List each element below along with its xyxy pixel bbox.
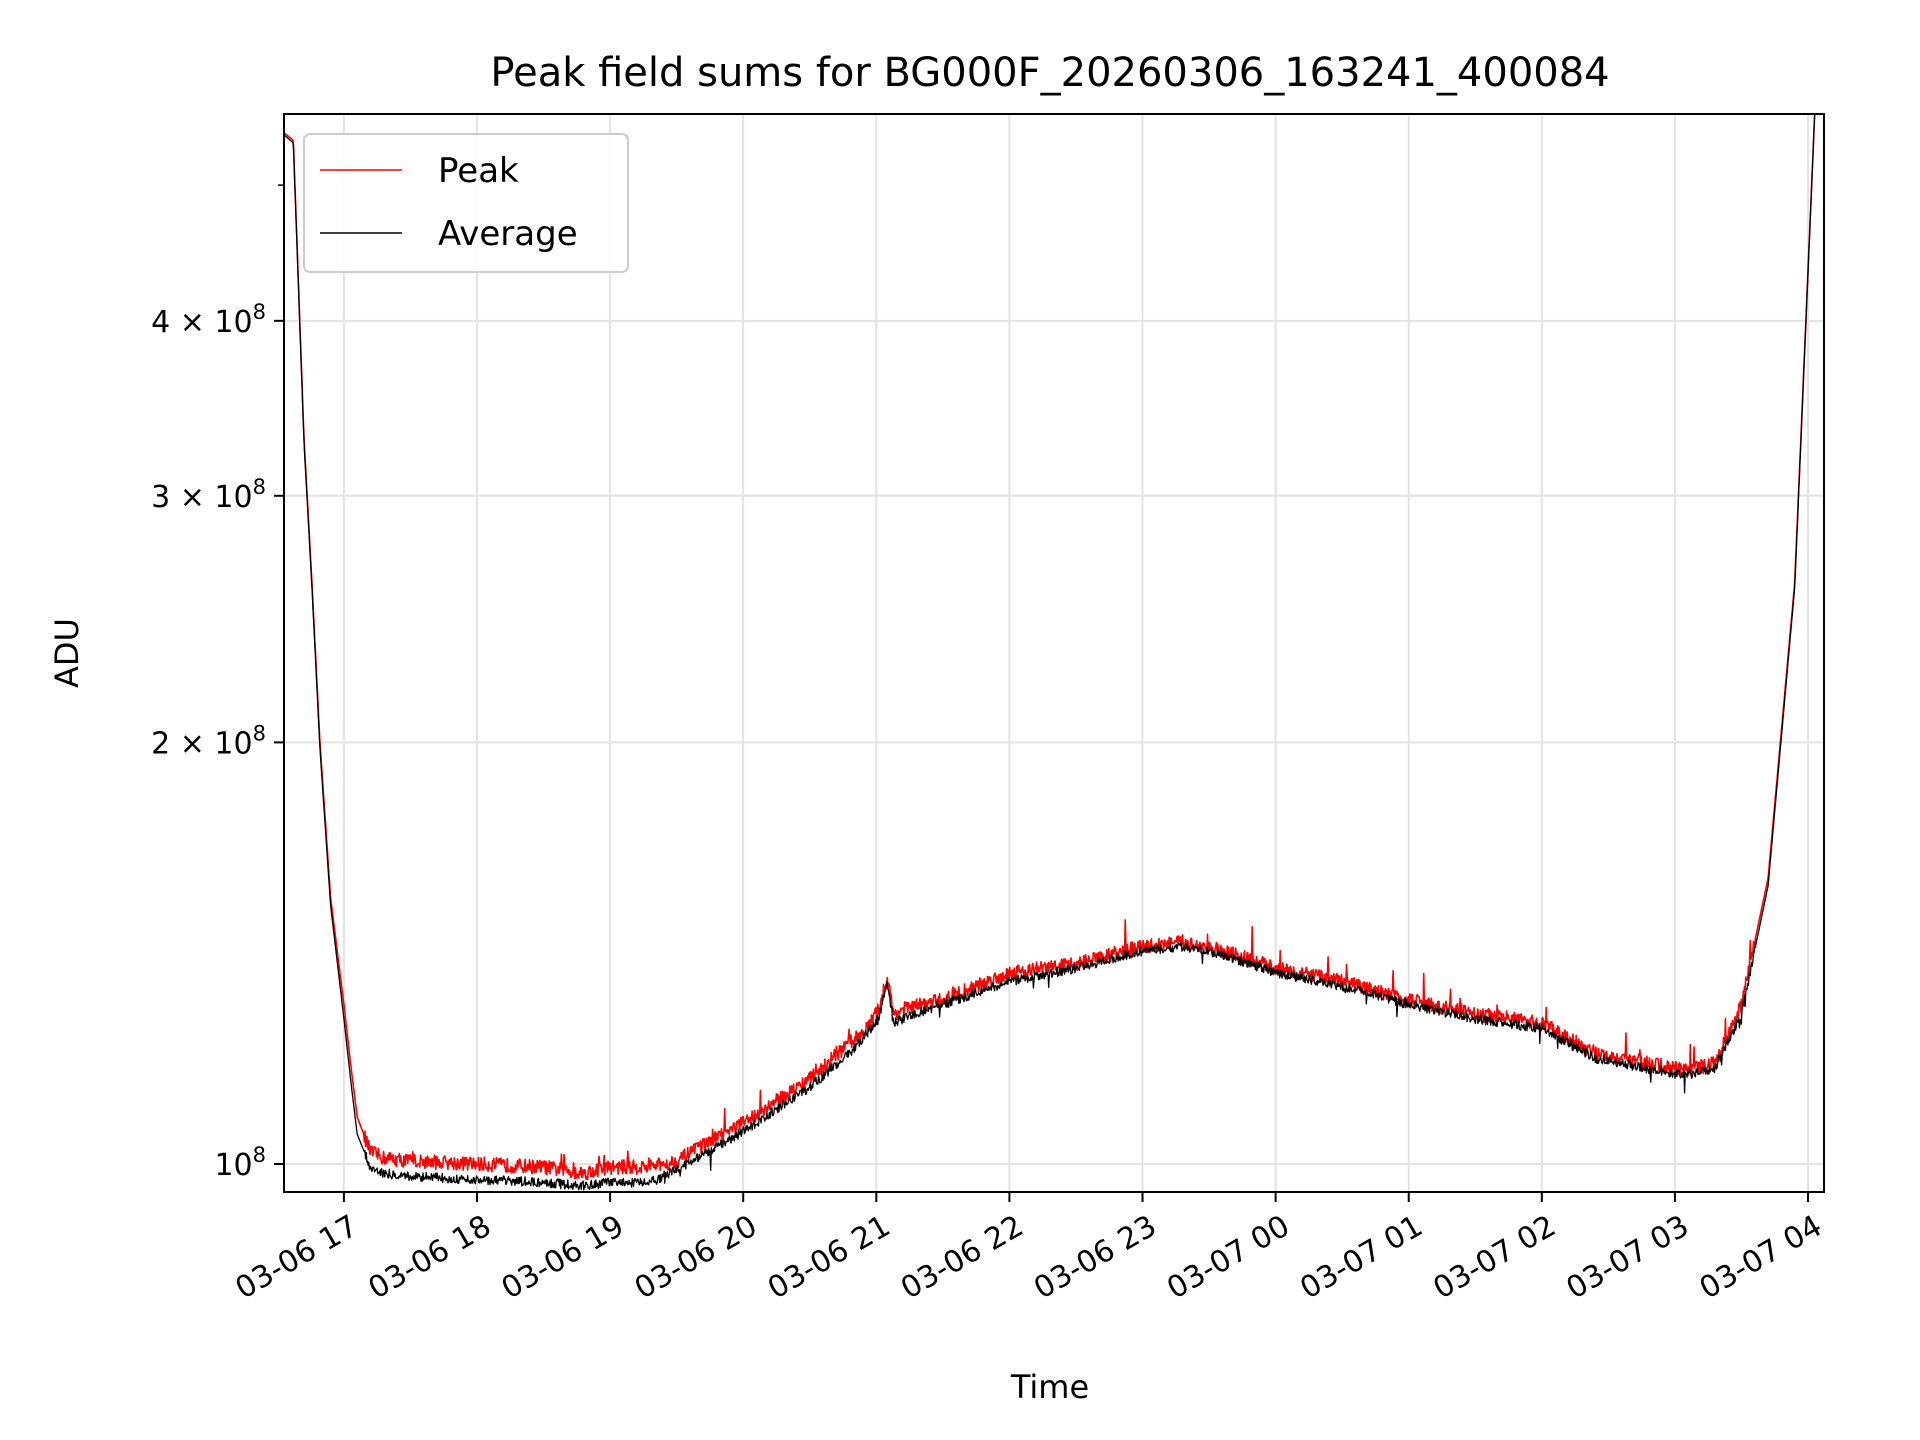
grid — [284, 114, 1824, 1192]
legend-label-average: Average — [438, 214, 578, 254]
legend-box — [303, 133, 629, 273]
series-line-peak — [283, 113, 1816, 1181]
series-layer — [283, 113, 1816, 1191]
y-tick-label: 108 — [214, 1143, 266, 1183]
y-tick-label: 3 × 108 — [151, 475, 266, 515]
chart-title: Peak field sums for BG000F_20260306_1632… — [490, 50, 1609, 96]
y-tick-label: 4 × 108 — [151, 300, 266, 340]
y-axis-label: ADU — [48, 618, 86, 688]
y-axis: 108 2 × 108 3 × 108 4 × 108 — [151, 184, 284, 1183]
legend: Peak Average — [303, 133, 629, 273]
y-tick-label: 2 × 108 — [151, 721, 266, 761]
x-axis-label: Time — [1010, 1368, 1089, 1406]
plot-frame — [283, 113, 1825, 1193]
series-line-average — [283, 113, 1816, 1191]
legend-label-peak: Peak — [438, 151, 519, 191]
